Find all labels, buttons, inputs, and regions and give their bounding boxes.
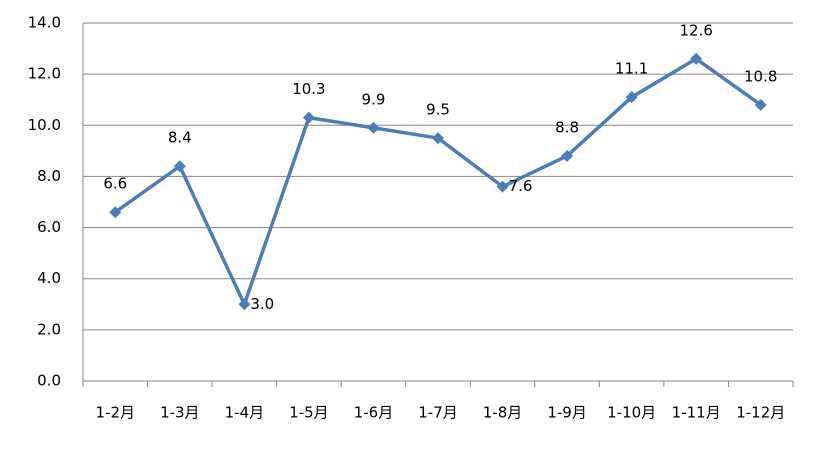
x-tick-label: 1-11月 [672, 404, 721, 422]
x-tick-label: 1-6月 [354, 404, 394, 422]
y-tick-label: 4.0 [37, 269, 61, 287]
data-label: 9.5 [426, 101, 450, 119]
point-marker [561, 149, 574, 162]
x-tick-label: 1-2月 [96, 404, 136, 422]
point-marker [238, 298, 251, 311]
y-tick-label: 0.0 [37, 372, 61, 390]
x-tick-label: 1-4月 [225, 404, 265, 422]
x-tick-label: 1-8月 [483, 404, 523, 422]
data-label: 8.4 [168, 129, 192, 147]
data-label: 8.8 [555, 118, 579, 136]
y-tick-label: 8.0 [37, 167, 61, 185]
point-marker [367, 121, 380, 134]
point-marker [432, 132, 444, 145]
x-tick-label: 1-9月 [547, 404, 587, 422]
data-label: 3.0 [250, 295, 274, 313]
point-marker [302, 111, 315, 124]
data-label: 12.6 [679, 21, 712, 39]
data-label: 11.1 [615, 60, 648, 78]
x-tick-label: 1-5月 [289, 404, 329, 422]
y-tick-label: 10.0 [28, 116, 61, 134]
data-label: 6.6 [103, 175, 127, 193]
point-marker [625, 91, 638, 104]
data-label: 10.8 [744, 67, 777, 85]
y-tick-label: 14.0 [28, 14, 61, 32]
series-line [114, 57, 762, 307]
point-marker [173, 160, 186, 173]
point-marker [754, 98, 767, 111]
point-marker [690, 52, 703, 65]
x-tick-label: 1-3月 [160, 404, 200, 422]
y-tick-label: 2.0 [37, 320, 61, 338]
data-label: 9.9 [362, 90, 386, 108]
x-tick-label: 1-12月 [736, 404, 785, 422]
x-tick-label: 1-10月 [607, 404, 656, 422]
point-marker [496, 180, 509, 193]
data-label: 7.6 [509, 177, 533, 195]
data-label: 10.3 [292, 80, 325, 98]
y-tick-label: 12.0 [28, 65, 61, 83]
x-tick-label: 1-7月 [418, 404, 458, 422]
y-tick-label: 6.0 [37, 218, 61, 236]
point-marker [109, 206, 122, 219]
